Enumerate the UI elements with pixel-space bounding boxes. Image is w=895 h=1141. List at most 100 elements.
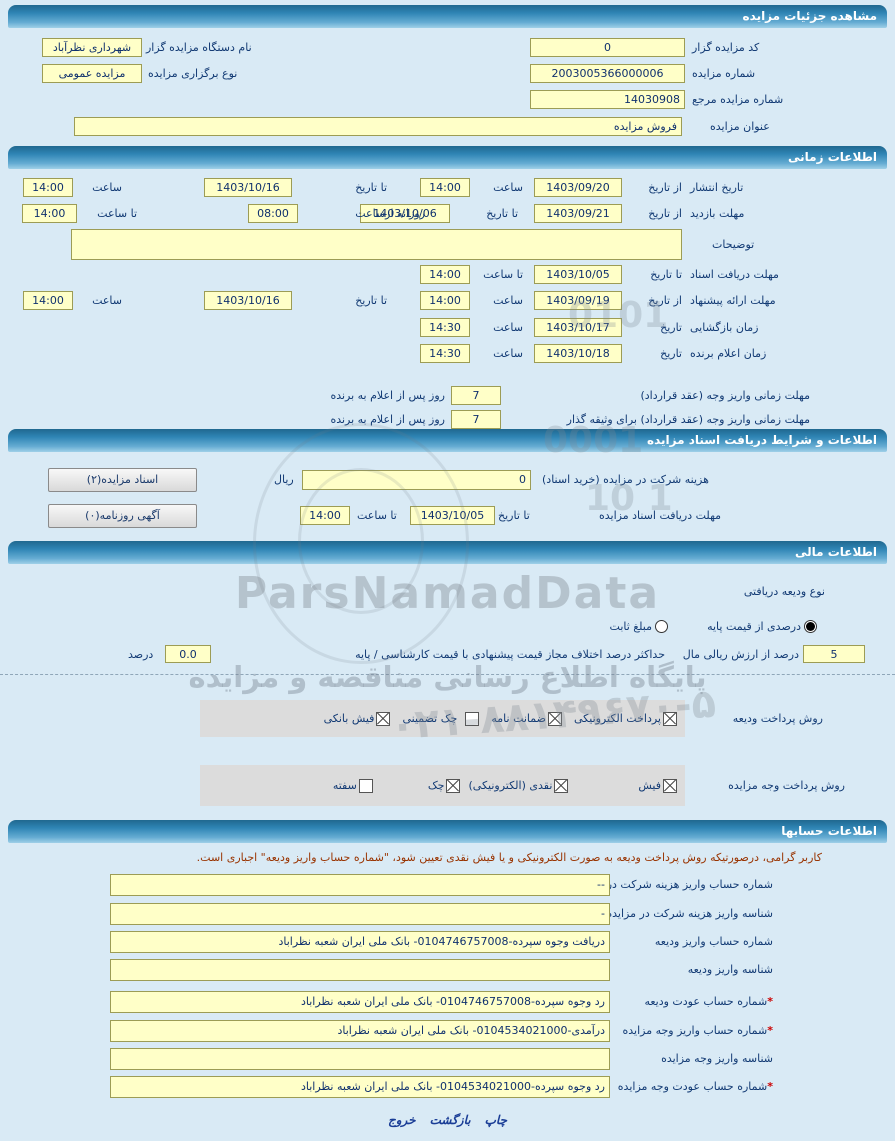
checkbox-icon	[663, 778, 677, 793]
percent-of-value-label: درصد از ارزش ریالی مال	[682, 648, 799, 661]
max-diff-field[interactable]: 0.0	[165, 645, 211, 663]
opening-time-field[interactable]: 14:30	[420, 318, 470, 337]
checkbox-label: فیش بانکی	[323, 712, 375, 725]
visit-daily-from-field[interactable]: 08:00	[248, 204, 298, 223]
auction-payment-id-field[interactable]	[110, 1048, 610, 1070]
winner-announce-label: زمان اعلام برنده	[690, 347, 767, 360]
deposit-return-account-field[interactable]: رد وجوه سپرده-0104746757008- بانک ملی ای…	[110, 991, 610, 1013]
checkbox-electronic-payment[interactable]: پرداخت الکترونیکی	[574, 711, 677, 726]
radio-icon	[804, 620, 817, 633]
publish-from-date-field[interactable]: 1403/09/20	[534, 178, 622, 197]
checkbox-label: چک	[427, 779, 445, 792]
visit-deadline-label: مهلت بازدید	[690, 207, 745, 220]
days-after-label: روز پس از اعلام به برنده	[330, 413, 445, 426]
docs-to-time-field[interactable]: 14:00	[420, 265, 470, 284]
publish-from-time-field[interactable]: 14:00	[420, 178, 470, 197]
visit-daily-to-field[interactable]: 14:00	[22, 204, 77, 223]
checkbox-check[interactable]: چک	[427, 778, 461, 793]
radio-label: درصدی از قیمت پایه	[707, 620, 801, 633]
auction-holder-code-field[interactable]: 0	[530, 38, 685, 57]
percent-label: درصد	[128, 648, 154, 661]
radio-percent-of-base-price[interactable]: درصدی از قیمت پایه	[707, 620, 817, 633]
checkbox-promissory-note[interactable]: سفته	[332, 778, 373, 793]
checkbox-label: چک تضمینی	[402, 712, 458, 725]
section-docs-header: اطلاعات و شرایط دریافت اسناد مزایده	[8, 429, 887, 452]
exit-link[interactable]: خروج	[388, 1113, 416, 1127]
date-label: تاریخ	[660, 321, 682, 334]
checkbox-guarantee-letter[interactable]: ضمانت نامه	[491, 711, 562, 726]
offer-from-time-field[interactable]: 14:00	[420, 291, 470, 310]
auction-number-label: شماره مزایده	[692, 67, 756, 80]
required-mark: *	[767, 995, 773, 1008]
footer-links: چاپ بازگشت خروج	[0, 1113, 895, 1127]
offer-to-time-field[interactable]: 14:00	[23, 291, 73, 310]
participation-fee-field[interactable]: 0	[302, 470, 531, 490]
auction-payment-account-field[interactable]: درآمدی-0104534021000- بانک ملی ایران شعب…	[110, 1020, 610, 1042]
offer-deadline-label: مهلت ارائه پیشنهاد	[690, 294, 776, 307]
publish-date-label: تاریخ انتشار	[690, 181, 744, 194]
checkbox-cash-electronic[interactable]: نقدی (الکترونیکی)	[468, 778, 569, 793]
checkbox-icon	[465, 711, 480, 726]
account-row-label: شماره حساب واریز هزینه شرکت در مزایده	[573, 878, 773, 891]
checkbox-bank-receipt[interactable]: فیش بانکی	[323, 711, 391, 726]
offer-from-date-field[interactable]: 1403/09/19	[534, 291, 622, 310]
account-row-label: *شماره حساب عودت وجه مزایده	[617, 1080, 773, 1093]
fee-deposit-account-field[interactable]: --	[110, 874, 610, 896]
checkbox-icon	[554, 778, 569, 793]
date-label: تاریخ	[660, 347, 682, 360]
fee-deposit-id-field[interactable]: -	[110, 903, 610, 925]
radio-fixed-amount[interactable]: مبلغ ثابت	[610, 620, 668, 633]
checkbox-guaranteed-check[interactable]: چک تضمینی	[402, 711, 480, 726]
visit-to-date-field[interactable]: 1403/10/06	[360, 204, 450, 223]
docs-deadline-label: مهلت دریافت اسناد مزایده	[599, 509, 722, 522]
publish-to-time-field[interactable]: 14:00	[23, 178, 73, 197]
visit-from-date-field[interactable]: 1403/09/21	[534, 204, 622, 223]
opening-date-field[interactable]: 1403/10/17	[534, 318, 622, 337]
dashed-divider	[0, 674, 895, 675]
reference-number-label: شماره مزایده مرجع	[692, 93, 784, 106]
offer-to-date-field[interactable]: 1403/10/16	[204, 291, 292, 310]
docs-deadline-date-field[interactable]: 1403/10/05	[410, 506, 495, 525]
back-link[interactable]: بازگشت	[429, 1113, 471, 1127]
section-financial-header: اطلاعات مالی	[8, 541, 887, 564]
docs-receive-deadline-label: مهلت دریافت اسناد	[690, 268, 779, 281]
checkbox-label: سفته	[332, 779, 357, 792]
deposit-account-field[interactable]: دریافت وجوه سپرده-0104746757008- بانک مل…	[110, 931, 610, 953]
account-row-label: شماره حساب واریز ودیعه	[654, 935, 773, 948]
checkbox-receipt[interactable]: فیش	[638, 778, 677, 793]
radio-label: مبلغ ثابت	[609, 620, 652, 633]
winner-date-field[interactable]: 1403/10/18	[534, 344, 622, 363]
required-mark: *	[767, 1024, 773, 1037]
docs-to-date-field[interactable]: 1403/10/05	[534, 265, 622, 284]
winner-time-field[interactable]: 14:30	[420, 344, 470, 363]
print-link[interactable]: چاپ	[484, 1113, 507, 1127]
deposit-percent-field[interactable]: 5	[803, 645, 865, 663]
docs-deadline-time-field[interactable]: 14:00	[300, 506, 350, 525]
newspaper-ad-button[interactable]: آگهی روزنامه(۰)	[48, 504, 197, 528]
opening-time-label: زمان بازگشایی	[690, 321, 759, 334]
to-hour-label: تا ساعت	[483, 268, 523, 281]
deposit-id-field[interactable]	[110, 959, 610, 981]
checkbox-label: فیش	[638, 779, 661, 792]
holding-type-field[interactable]: مزایده عمومی	[42, 64, 142, 83]
agency-name-label: نام دستگاه مزایده گزار	[146, 41, 252, 54]
auction-documents-button[interactable]: اسناد مزایده(۲)	[48, 468, 197, 492]
to-date-label: تا تاریخ	[498, 509, 530, 522]
publish-to-date-field[interactable]: 1403/10/16	[204, 178, 292, 197]
notes-field[interactable]	[71, 229, 682, 260]
auction-payment-return-account-field[interactable]: رد وجوه سپرده-0104534021000- بانک ملی ای…	[110, 1076, 610, 1098]
holding-type-label: نوع برگزاری مزایده	[148, 67, 238, 80]
auction-number-field[interactable]: 2003005366000006	[530, 64, 685, 83]
auction-holder-code-label: کد مزایده گزار	[692, 41, 760, 54]
payment-deadline-field[interactable]: 7	[451, 386, 501, 405]
auction-title-field[interactable]: فروش مزایده	[74, 117, 682, 136]
auction-title-label: عنوان مزایده	[710, 120, 770, 133]
deposit-payment-method-label: روش پرداخت ودیعه	[732, 712, 823, 725]
payment-deadline-guarantor-field[interactable]: 7	[451, 410, 501, 429]
participation-fee-label: هزینه شرکت در مزایده (خرید اسناد)	[542, 473, 709, 486]
from-date-label: از تاریخ	[648, 181, 682, 194]
agency-name-field[interactable]: شهرداری نظرآباد	[42, 38, 142, 57]
hour-label: ساعت	[92, 294, 122, 307]
reference-number-field[interactable]: 14030908	[530, 90, 685, 109]
account-row-label: *شماره حساب عودت ودیعه	[644, 995, 773, 1008]
